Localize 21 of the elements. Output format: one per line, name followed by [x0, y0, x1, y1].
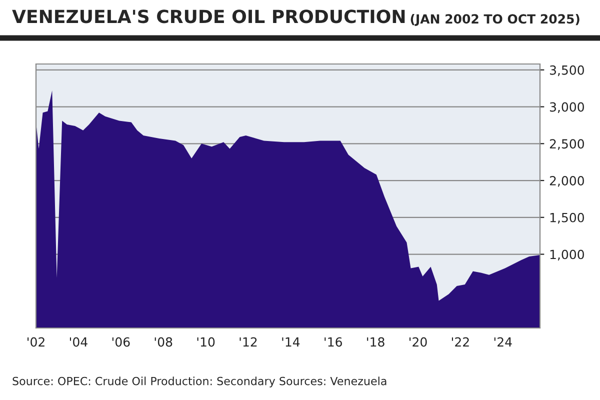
y-tick-label: 1,500 — [550, 212, 584, 224]
y-tick-label: 2,500 — [550, 139, 584, 150]
y-tick-label: 3,000 — [550, 102, 584, 113]
chart-subtitle: (JAN 2002 TO OCT 2025) — [410, 14, 580, 26]
x-tick-label: '14 — [282, 337, 300, 347]
x-tick-label: '02 — [28, 337, 44, 347]
x-tick-label: '12 — [240, 337, 257, 347]
y-tick-label: 1,000 — [550, 250, 584, 260]
x-tick-label: '20 — [410, 337, 427, 347]
x-tick-label: '10 — [197, 337, 215, 347]
x-tick-label: '18 — [367, 337, 384, 347]
x-tick-label: '06 — [112, 337, 130, 347]
y-tick-label: 3,500 — [550, 65, 584, 76]
chart-title: VENEZUELA'S CRUDE OIL PRODUCTION — [12, 10, 405, 24]
x-tick-label: '08 — [154, 337, 172, 347]
y-tick-label: 2,000 — [550, 176, 584, 187]
x-tick-label: '22 — [452, 337, 469, 347]
x-tick-label: '16 — [324, 337, 342, 347]
source-note: Source: OPEC: Crude Oil Production: Secondary Sources: Venezuela — [12, 376, 386, 388]
x-tick-label: '04 — [70, 337, 88, 347]
x-tick-label: '24 — [494, 337, 512, 347]
